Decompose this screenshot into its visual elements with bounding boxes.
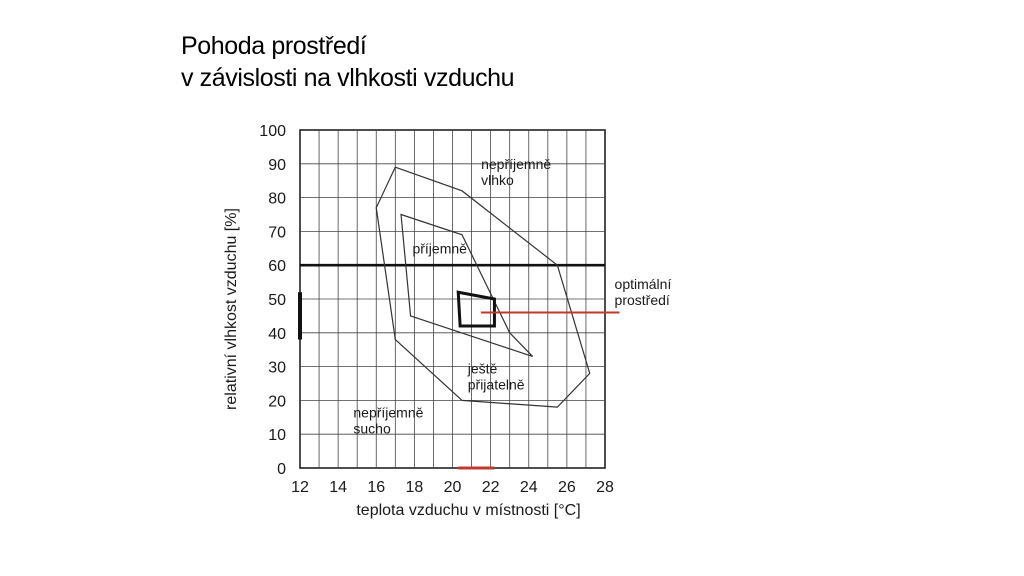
annotation-label: optimální prostředí [615, 276, 672, 308]
annotation-line: ještě [467, 360, 498, 376]
x-axis-label: teplota vzduchu v místnosti [°C] [356, 502, 580, 519]
slide-title: Pohoda prostředí v závislosti na vlhkost… [181, 30, 515, 94]
y-tick-label: 0 [277, 461, 286, 478]
annotation-label: nepříjemně vlhko [481, 156, 551, 188]
annotation-label: ještě přijatelně [467, 360, 525, 392]
y-tick-label: 100 [259, 123, 286, 140]
annotation-line: nepříjemně [353, 404, 423, 420]
y-tick-label: 90 [268, 157, 286, 174]
annotation-label: nepříjemně sucho [353, 404, 423, 436]
y-tick-label: 20 [268, 393, 286, 410]
x-tick-label: 28 [596, 479, 614, 496]
y-tick-label: 50 [268, 292, 286, 309]
annotation-line: přijatelně [468, 376, 525, 392]
y-tick-label: 30 [268, 360, 286, 377]
slide-title-line2: v závislosti na vlhkosti vzduchu [181, 64, 515, 92]
annotation-line: příjemně [412, 240, 467, 256]
x-tick-label: 20 [444, 479, 462, 496]
y-tick-label: 40 [268, 326, 286, 343]
y-tick-label: 80 [268, 191, 286, 208]
x-tick-label: 14 [329, 479, 347, 496]
y-tick-label: 70 [268, 224, 286, 241]
y-tick-label: 60 [268, 258, 286, 275]
x-tick-label: 16 [367, 479, 385, 496]
x-tick-label: 26 [558, 479, 576, 496]
y-axis-label: relativní vlhkost vzduchu [%] [223, 208, 240, 410]
region-optimum [456, 290, 496, 328]
region-inner [400, 213, 533, 358]
y-tick-label: 10 [268, 427, 286, 444]
annotation-line: prostředí [615, 292, 670, 308]
annotation-line: vlhko [481, 172, 514, 188]
annotation-line: sucho [353, 420, 391, 436]
annotation-label: příjemně [412, 240, 467, 256]
x-tick-label: 18 [405, 479, 423, 496]
region-outer [375, 166, 591, 408]
x-tick-label: 22 [482, 479, 500, 496]
x-tick-label: 24 [520, 479, 538, 496]
annotation-line: optimální [615, 276, 672, 292]
annotation-line: nepříjemně [481, 156, 551, 172]
x-tick-label: 12 [291, 479, 309, 496]
slide-title-line1: Pohoda prostředí [181, 32, 367, 60]
